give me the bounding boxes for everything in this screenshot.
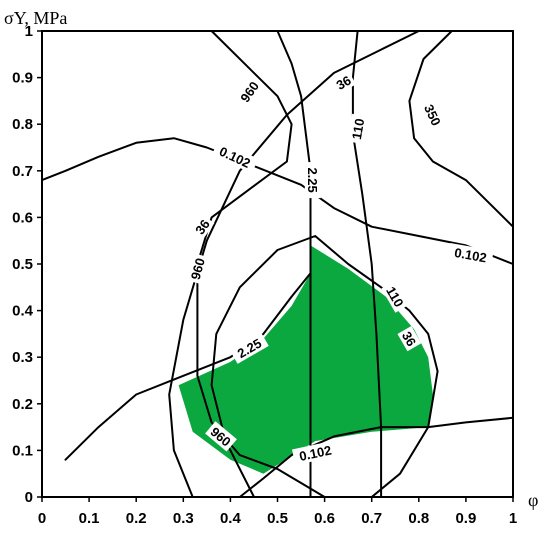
x-tick-label: 0.1 [79,510,100,527]
x-tick-label: 0.3 [173,510,194,527]
contour-label-text: 2.25 [305,167,320,192]
y-tick-label: 0.1 [12,442,33,459]
contour-label-bg [186,253,209,285]
y-tick-label: 0.7 [12,163,33,180]
contour-label-bg [234,75,264,108]
contour-line [210,235,439,498]
x-axis-title: φ [528,490,538,510]
contour-label: 2.25 [304,162,321,199]
x-tick-label: 0 [38,510,46,527]
x-tick-label: 0.7 [361,510,382,527]
contour-label-text: 0.102 [453,245,488,265]
x-tick-label: 1 [509,510,517,527]
x-tick-label: 0.5 [267,510,288,527]
contour-label-bg [205,421,237,452]
y-tick-label: 0.9 [12,70,33,87]
contour-line [64,272,312,461]
feasible-region [178,245,433,474]
x-tick-label: 0.9 [455,510,476,527]
contour-label: 350 [419,98,447,131]
contour-label: 110 [347,113,368,145]
contour-line [41,137,514,265]
contour-line [238,416,514,498]
contour-label: 0.102 [292,440,339,466]
contour-label-text: 0.102 [217,144,253,171]
y-tick-label: 1 [25,23,33,40]
y-tick-label: 0.2 [12,396,33,413]
contour-label-text: 110 [349,117,367,140]
y-tick-label: 0.5 [12,256,33,273]
contour-label-bg [347,113,368,145]
contour-label: 0.102 [211,140,259,174]
contour-label-text: 960 [188,256,208,281]
contour-label-text: 36 [334,73,354,93]
contour-line [351,30,383,498]
contour-label-bg [229,331,269,364]
contour-label: 36 [189,213,215,240]
y-tick-label: 0.4 [12,303,34,320]
y-axis-title: σY, MPa [4,8,67,28]
contour-label-bg [419,98,447,131]
contour-label-bg [211,140,259,174]
y-tick-label: 0.3 [12,349,33,366]
contour-label: 960 [186,253,209,285]
contour-line [408,30,514,228]
contour-line [168,30,420,498]
x-tick-label: 0.6 [314,510,335,527]
contour-label: 36 [397,325,422,352]
x-tick-label: 0.4 [220,510,242,527]
contour-label-bg [397,325,422,352]
contour-label-bg [189,213,215,240]
contour-label-bg [330,70,357,95]
contour-label-text: 36 [399,329,419,349]
contour-label: 36 [330,70,357,95]
x-tick-label: 0.8 [408,510,429,527]
contour-label-bg [304,162,321,199]
x-tick-label: 0.2 [126,510,147,527]
contour-label-bg [447,243,494,267]
y-tick-label: 0 [25,489,33,506]
contour-label-text: 0.102 [298,442,333,463]
contour-label-bg [292,440,339,466]
contour-label-bg [381,280,410,313]
contour-label-text: 36 [192,217,213,237]
contour-label: 960 [234,75,264,108]
y-tick-label: 0.8 [12,116,33,133]
contour-label: 0.102 [447,243,494,267]
y-tick-label: 0.6 [12,209,33,226]
y-axis: 0 0.1 0.2 0.3 0.4 0.5 0.6 0.7 0.8 0.9 1 [12,23,42,506]
x-axis: 0 0.1 0.2 0.3 0.4 0.5 0.6 0.7 0.8 0.9 1 [38,497,517,527]
